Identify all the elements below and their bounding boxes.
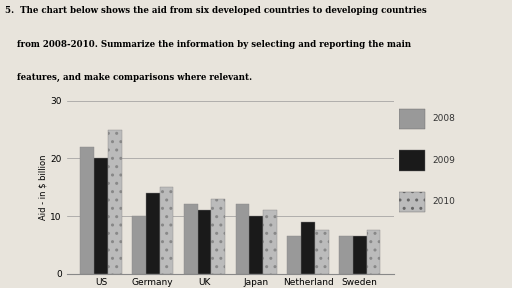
Bar [108,130,122,274]
Text: 2009: 2009 [432,156,455,165]
Text: features, and make comparisons where relevant.: features, and make comparisons where rel… [5,73,252,82]
Y-axis label: Aid - in $ billion: Aid - in $ billion [38,154,48,220]
Bar [132,216,146,274]
Bar [287,236,301,274]
Bar [184,204,198,274]
Bar [160,187,174,274]
FancyBboxPatch shape [399,150,425,171]
Bar [263,210,277,274]
Bar [146,193,160,274]
Bar [236,204,249,274]
Text: 2008: 2008 [432,114,455,124]
Bar [198,210,211,274]
Bar [339,236,353,274]
Bar [80,147,94,274]
Bar [353,236,367,274]
Bar [249,216,263,274]
Bar [315,230,329,274]
FancyBboxPatch shape [399,109,425,129]
Bar [301,222,315,274]
Text: 2010: 2010 [432,197,455,206]
Text: from 2008-2010. Summarize the information by selecting and reporting the main: from 2008-2010. Summarize the informatio… [5,40,411,49]
Bar [367,230,380,274]
FancyBboxPatch shape [399,192,425,212]
Text: 5.  The chart below shows the aid from six developed countries to developing cou: 5. The chart below shows the aid from si… [5,6,427,15]
Bar [94,158,108,274]
Bar [211,199,225,274]
